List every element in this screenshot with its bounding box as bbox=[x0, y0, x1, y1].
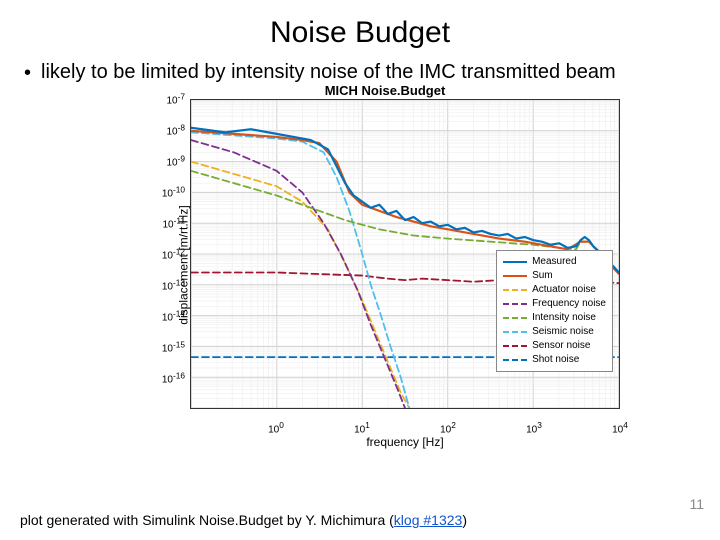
ytick-label: 10-12 bbox=[130, 246, 185, 261]
legend-item: Seismic noise bbox=[503, 325, 606, 339]
ytick-label: 10-10 bbox=[130, 184, 185, 199]
ytick-label: 10-9 bbox=[130, 153, 185, 168]
footer-credit: plot generated with Simulink Noise.Budge… bbox=[20, 512, 467, 528]
bullet-item: • likely to be limited by intensity nois… bbox=[24, 60, 700, 85]
legend-item: Sensor noise bbox=[503, 339, 606, 353]
xtick-label: 100 bbox=[268, 420, 284, 435]
xtick-label: 102 bbox=[440, 420, 456, 435]
ytick-label: 10-13 bbox=[130, 277, 185, 292]
footer-suffix: ) bbox=[462, 512, 467, 528]
legend-item: Shot noise bbox=[503, 353, 606, 367]
chart-xlabel: frequency [Hz] bbox=[190, 435, 620, 449]
legend-label: Actuator noise bbox=[532, 283, 596, 297]
legend-label: Seismic noise bbox=[532, 325, 594, 339]
bullet-icon: • bbox=[24, 62, 31, 85]
page-title: Noise Budget bbox=[20, 16, 700, 50]
legend-label: Sensor noise bbox=[532, 339, 590, 353]
ytick-label: 10-7 bbox=[130, 91, 185, 106]
legend-label: Sum bbox=[532, 269, 553, 283]
page-number: 11 bbox=[689, 496, 704, 512]
legend-swatch bbox=[503, 289, 527, 291]
footer-link[interactable]: klog #1323 bbox=[394, 512, 463, 528]
legend-swatch bbox=[503, 317, 527, 319]
legend-label: Shot noise bbox=[532, 353, 579, 367]
legend-item: Sum bbox=[503, 269, 606, 283]
legend-swatch bbox=[503, 331, 527, 333]
ytick-label: 10-11 bbox=[130, 215, 185, 230]
ytick-label: 10-15 bbox=[130, 339, 185, 354]
footer-prefix: plot generated with Simulink Noise.Budge… bbox=[20, 512, 394, 528]
legend-swatch bbox=[503, 261, 527, 263]
bullet-text: likely to be limited by intensity noise … bbox=[41, 60, 616, 85]
noise-budget-chart: MICH Noise.Budget displacement [m/rt.Hz]… bbox=[130, 85, 640, 445]
chart-title: MICH Noise.Budget bbox=[130, 83, 640, 98]
legend-item: Intensity noise bbox=[503, 311, 606, 325]
ytick-label: 10-8 bbox=[130, 122, 185, 137]
legend-item: Frequency noise bbox=[503, 297, 606, 311]
chart-plot-area: MeasuredSumActuator noiseFrequency noise… bbox=[190, 99, 620, 409]
legend-item: Measured bbox=[503, 255, 606, 269]
xtick-label: 103 bbox=[526, 420, 542, 435]
legend-swatch bbox=[503, 345, 527, 347]
legend-label: Frequency noise bbox=[532, 297, 606, 311]
slide: Noise Budget • likely to be limited by i… bbox=[0, 0, 720, 540]
legend-swatch bbox=[503, 359, 527, 361]
ytick-label: 10-14 bbox=[130, 308, 185, 323]
legend-item: Actuator noise bbox=[503, 283, 606, 297]
legend-swatch bbox=[503, 303, 527, 305]
legend-label: Intensity noise bbox=[532, 311, 596, 325]
ytick-label: 10-16 bbox=[130, 370, 185, 385]
chart-legend: MeasuredSumActuator noiseFrequency noise… bbox=[496, 250, 613, 372]
xtick-label: 101 bbox=[354, 420, 370, 435]
legend-label: Measured bbox=[532, 255, 576, 269]
xtick-label: 104 bbox=[612, 420, 628, 435]
legend-swatch bbox=[503, 275, 527, 277]
